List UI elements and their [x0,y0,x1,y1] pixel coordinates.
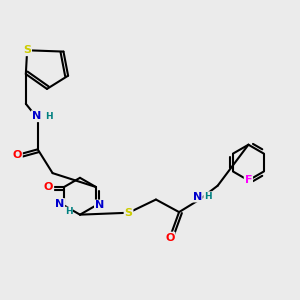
Text: O: O [13,150,22,160]
Text: N: N [55,199,64,209]
Text: O: O [44,182,53,192]
Text: H: H [65,208,72,217]
Text: H: H [204,192,212,201]
Text: H: H [45,112,53,121]
Text: N: N [193,192,202,202]
Text: S: S [23,45,31,55]
Text: F: F [245,176,252,185]
Text: O: O [165,232,175,242]
Text: N: N [95,200,104,210]
Text: N: N [32,111,41,121]
Text: S: S [124,208,133,218]
